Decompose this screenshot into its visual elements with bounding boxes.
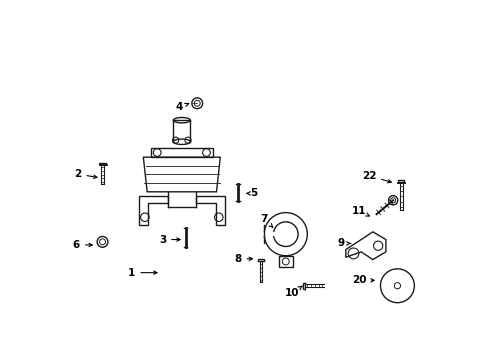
Text: 1: 1 bbox=[128, 267, 157, 278]
Text: 5: 5 bbox=[246, 188, 257, 198]
Text: 13: 13 bbox=[0, 359, 1, 360]
Text: 20: 20 bbox=[352, 275, 374, 285]
Text: 9: 9 bbox=[338, 238, 350, 248]
Text: 4: 4 bbox=[176, 102, 189, 112]
Text: 21: 21 bbox=[0, 359, 1, 360]
Text: 22: 22 bbox=[362, 171, 391, 183]
Text: 2: 2 bbox=[74, 169, 97, 179]
Text: 10: 10 bbox=[285, 286, 302, 298]
Text: 8: 8 bbox=[234, 254, 252, 264]
Text: 6: 6 bbox=[73, 240, 92, 250]
Text: 14: 14 bbox=[0, 359, 1, 360]
Text: 16: 16 bbox=[0, 359, 1, 360]
Text: 12: 12 bbox=[0, 359, 1, 360]
Text: 18: 18 bbox=[0, 359, 1, 360]
Text: 19: 19 bbox=[0, 359, 1, 360]
Text: 7: 7 bbox=[261, 214, 273, 228]
Text: 11: 11 bbox=[352, 206, 369, 216]
Text: 17: 17 bbox=[0, 359, 1, 360]
Text: 3: 3 bbox=[159, 235, 180, 244]
Text: 15: 15 bbox=[0, 359, 1, 360]
